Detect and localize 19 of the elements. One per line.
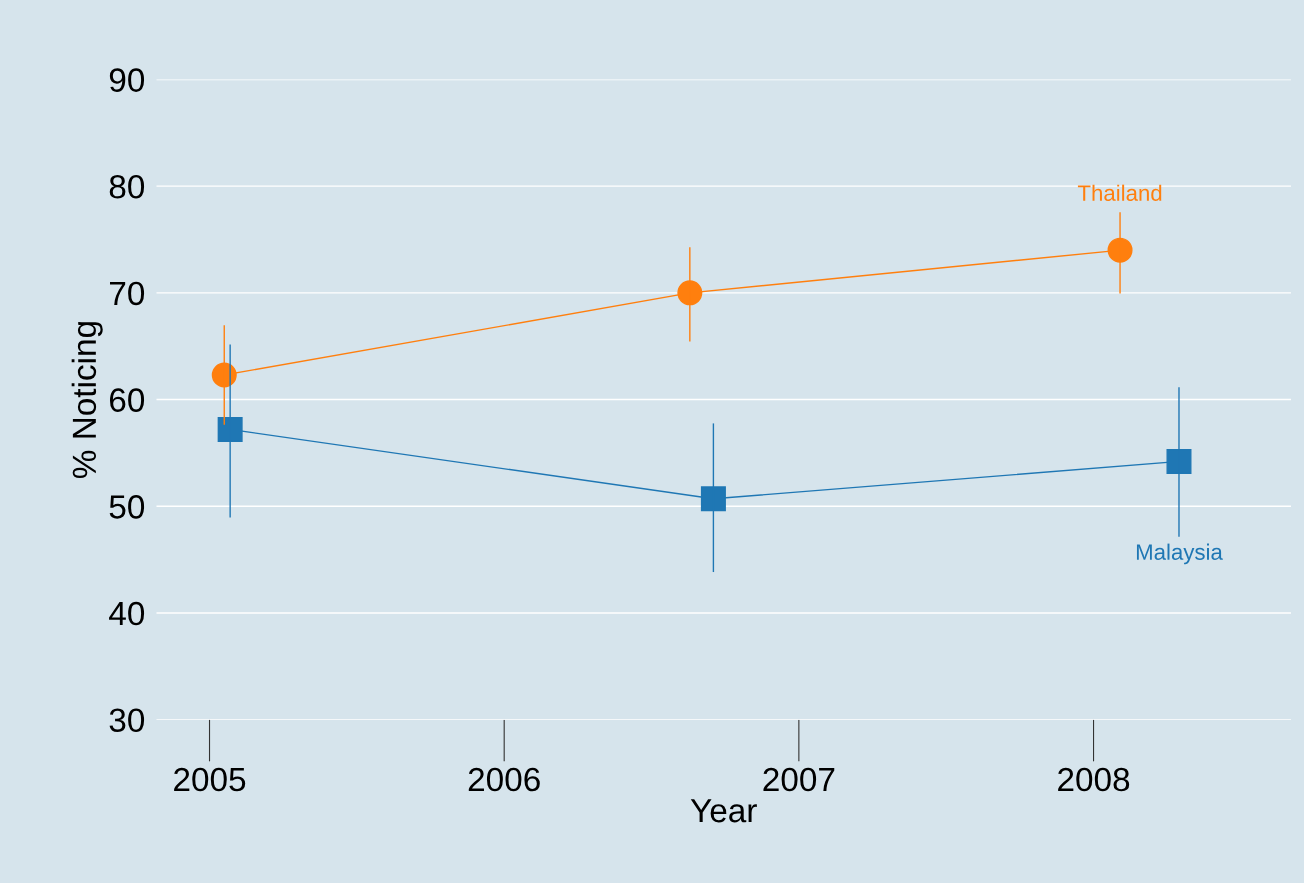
point: [1107, 237, 1133, 263]
text: Thailand: [1077, 184, 1162, 201]
x-tick-label: 2008: [1058, 767, 1130, 792]
x-axis-title: Year: [690, 799, 757, 823]
y-tick-label: 30: [109, 708, 145, 733]
y-tick-label: 60: [109, 388, 145, 412]
point: [217, 416, 243, 442]
y-tick-label: 80: [109, 174, 145, 199]
x-tick-label: 2006: [468, 767, 540, 792]
x-tick-label: 2005: [174, 767, 246, 792]
x-tick-label: 2007: [763, 767, 835, 792]
text: Malaysia: [1136, 543, 1223, 565]
y-tick-label: 70: [110, 281, 145, 306]
y-tick-label: 90: [109, 68, 145, 92]
y-axis-title: % Noticing: [71, 322, 103, 479]
point: [1166, 448, 1192, 474]
point: [700, 486, 726, 512]
y-tick-label: 50: [109, 495, 145, 519]
y-tick-label: 40: [109, 601, 145, 626]
